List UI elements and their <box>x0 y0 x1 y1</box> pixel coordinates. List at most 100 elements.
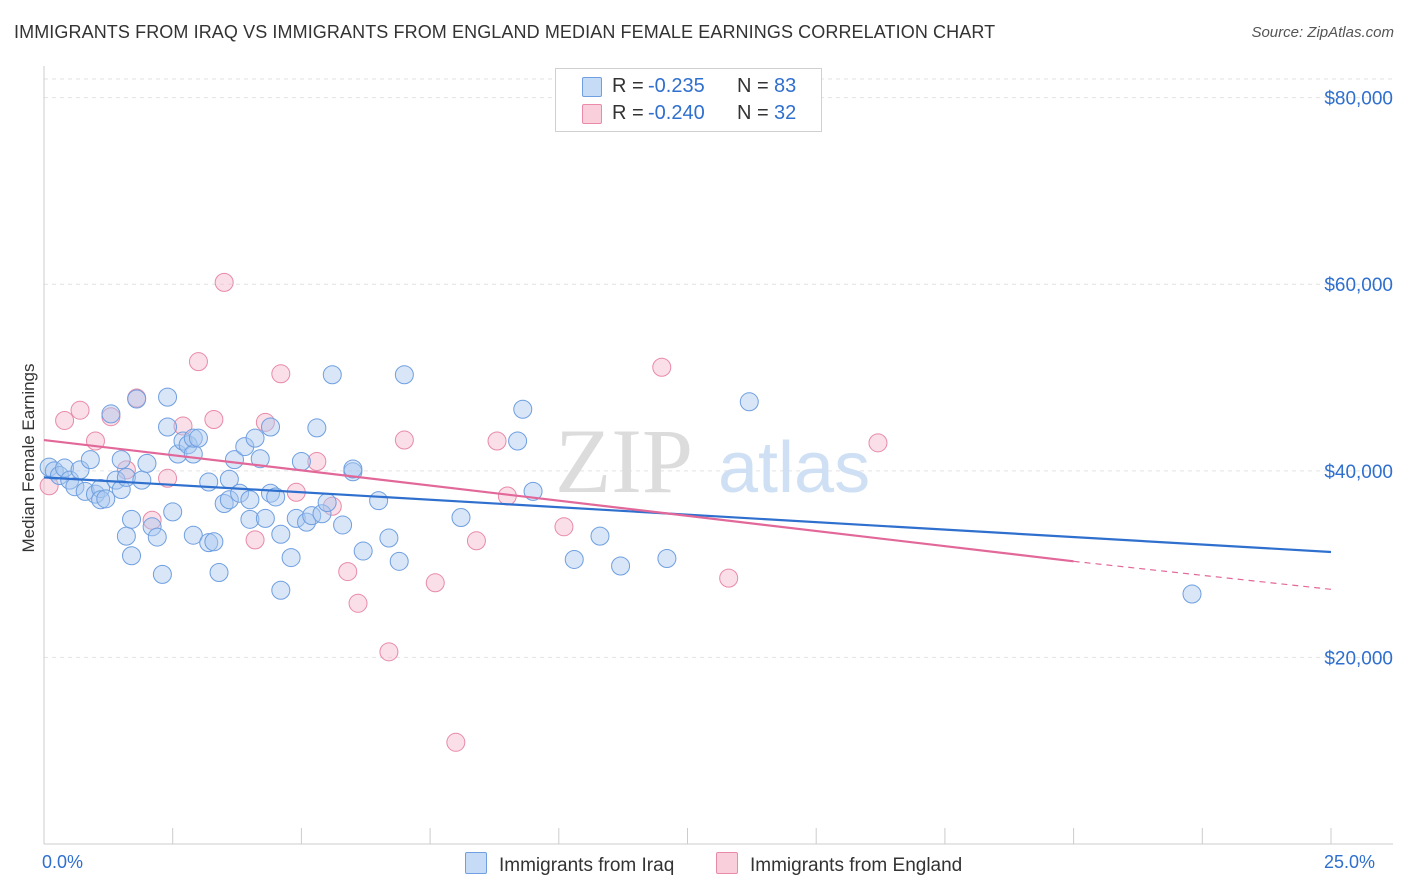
iraq-point <box>55 458 75 478</box>
england-swatch <box>582 104 602 124</box>
england-point <box>868 433 888 453</box>
iraq-point <box>322 365 342 385</box>
legend-n-value: 83 <box>774 75 797 97</box>
iraq-point <box>178 435 198 455</box>
iraq-point <box>255 508 275 528</box>
england-point <box>204 410 224 430</box>
iraq-point <box>312 504 332 524</box>
england-point <box>466 531 486 551</box>
iraq-point <box>122 546 142 566</box>
iraq-point <box>245 428 265 448</box>
iraq-point <box>199 533 219 553</box>
iraq-point <box>80 450 100 470</box>
iraq-point <box>1182 584 1202 604</box>
iraq-point <box>209 563 229 583</box>
iraq-point <box>261 417 281 437</box>
iraq-point <box>590 526 610 546</box>
iraq-point <box>214 493 234 513</box>
england-point <box>487 431 507 451</box>
iraq-point <box>183 444 203 464</box>
iraq-point <box>523 481 543 501</box>
iraq-point <box>163 502 183 522</box>
iraq-point <box>39 457 59 477</box>
england-point <box>322 496 342 516</box>
iraq-point <box>137 453 157 473</box>
iraq-point <box>235 437 255 457</box>
x-max-label: 25.0% <box>1324 852 1376 872</box>
england-point <box>245 530 265 550</box>
england-point <box>116 460 136 480</box>
iraq-point <box>240 490 260 510</box>
england-point <box>55 410 75 430</box>
england-point <box>554 517 574 537</box>
correlation-legend: R = -0.235 N = 83 R = -0.240 N = 32 <box>555 68 822 132</box>
iraq-point <box>91 490 111 510</box>
bottom-legend-iraq: Immigrants from Iraq <box>465 852 674 877</box>
iraq-point <box>116 467 136 487</box>
iraq-point <box>379 528 399 548</box>
iraq-point <box>183 525 203 545</box>
legend-n-label: N = <box>737 75 769 97</box>
iraq-point <box>240 509 260 529</box>
y-tick-label: $20,000 <box>1324 648 1393 669</box>
england-point <box>394 430 414 450</box>
iraq-point <box>85 484 105 504</box>
iraq-point <box>152 564 172 584</box>
chart-title: IMMIGRANTS FROM IRAQ VS IMMIGRANTS FROM … <box>14 22 996 42</box>
legend-r-value: -0.240 <box>648 102 705 124</box>
iraq-point <box>369 491 389 511</box>
iraq-point <box>739 392 759 412</box>
iraq-point <box>147 527 167 547</box>
england-point <box>379 642 399 662</box>
iraq-point <box>127 389 147 409</box>
iraq-point <box>266 487 286 507</box>
iraq-point <box>261 483 281 503</box>
iraq-point <box>291 452 311 471</box>
y-tick-labels: $20,000 $40,000 $60,000 $80,000 <box>1324 89 1393 670</box>
legend-r-label: R = <box>612 102 644 124</box>
bottom-legend-england: Immigrants from England <box>716 852 962 877</box>
x-min-label: 0.0% <box>42 852 84 872</box>
trend-lines <box>43 438 1332 590</box>
england-trend-line <box>43 438 1074 563</box>
england-point <box>425 573 445 593</box>
england-legend-swatch <box>716 852 738 874</box>
y-tick-label: $60,000 <box>1324 275 1393 296</box>
legend-r-label: R = <box>612 75 644 97</box>
iraq-point <box>271 580 291 600</box>
england-point <box>70 400 90 420</box>
y-tick-label: $40,000 <box>1324 462 1393 483</box>
england-point <box>214 272 234 292</box>
y-tick-label: $80,000 <box>1324 89 1393 110</box>
y-axis-label: Median Female Earnings <box>19 364 38 553</box>
iraq-point <box>657 549 677 569</box>
iraq-point <box>333 515 353 535</box>
watermark: ZIP atlas <box>555 410 870 512</box>
iraq-point <box>343 459 363 479</box>
iraq-point <box>158 417 178 437</box>
iraq-swatch <box>582 77 602 97</box>
iraq-point <box>111 450 131 470</box>
legend-r-value: -0.235 <box>648 75 705 97</box>
england-legend-label: Immigrants from England <box>750 855 963 876</box>
england-point <box>652 357 672 377</box>
iraq-point <box>188 428 208 448</box>
iraq-point <box>513 399 533 419</box>
england-point <box>446 732 466 752</box>
england-point <box>271 364 291 384</box>
england-point <box>307 452 327 471</box>
axis-layer <box>43 66 1393 845</box>
grid-layer <box>44 78 1393 658</box>
iraq-point <box>183 428 203 448</box>
england-point <box>188 352 208 372</box>
iraq-point <box>101 404 121 424</box>
iraq-point <box>250 449 270 469</box>
iraq-point <box>122 509 142 529</box>
iraq-point <box>271 524 291 544</box>
iraq-point <box>204 532 224 552</box>
iraq-point <box>317 493 337 513</box>
iraq-point <box>286 508 306 528</box>
iraq-point <box>281 548 301 568</box>
iraq-points <box>39 365 1202 604</box>
